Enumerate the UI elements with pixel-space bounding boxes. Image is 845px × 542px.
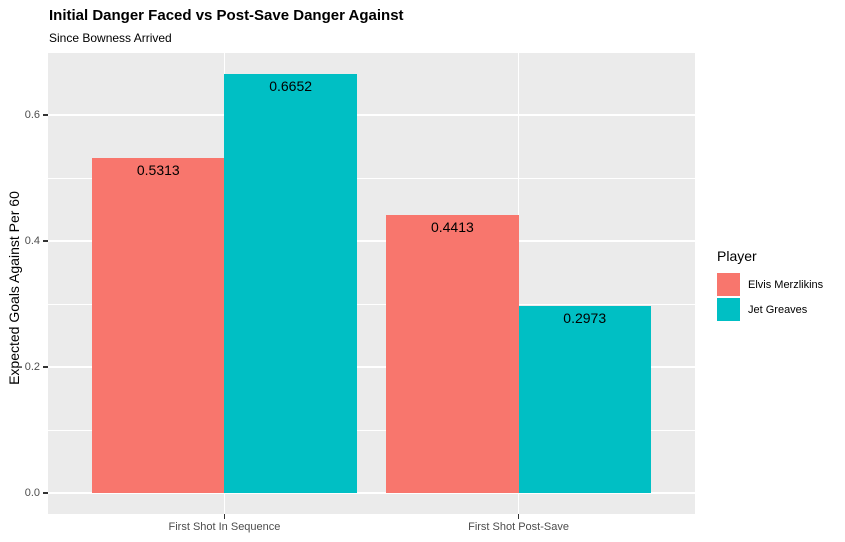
gridline-major [48,240,695,242]
bar-elvis-merzlikins-first-shot-post-save [386,215,519,493]
legend-item-jet-greaves: Jet Greaves [717,298,823,321]
gridline-minor [48,303,695,305]
chart-subtitle: Since Bowness Arrived [49,31,172,45]
gridline-major [48,114,695,116]
legend-item-elvis-merzlikins: Elvis Merzlikins [717,273,823,296]
legend-swatch-elvis-merzlikins [717,273,740,296]
legend-label-elvis-merzlikins: Elvis Merzlikins [748,278,824,291]
bar-value-label: 0.5313 [136,162,180,179]
x-tick-mark [517,514,520,519]
x-category-label-first-shot-in-sequence: First Shot In Sequence [168,521,281,533]
plot-panel: 0.5313 0.4413 0.6652 0.2973 [48,53,695,514]
y-tick-mark [43,114,48,116]
gridline-major-x [517,53,520,514]
legend-title: Player [717,248,757,264]
legend-label-jet-greaves: Jet Greaves [748,303,808,316]
y-tick-mark [43,492,48,494]
gridline-minor [48,177,695,179]
bar-value-label: 0.4413 [430,219,474,236]
bar-elvis-merzlikins-first-shot-in-sequence [92,158,225,494]
bar-value-label: 0.6652 [269,77,313,94]
y-tick-mark [43,240,48,242]
y-axis-title: Expected Goals Against Per 60 [6,191,22,385]
y-tick-label: 0.4 [24,234,40,247]
y-tick-mark [43,366,48,368]
chart-title: Initial Danger Faced vs Post-Save Danger… [49,7,404,24]
x-category-label-first-shot-post-save: First Shot Post-Save [468,521,569,533]
gridline-major [48,366,695,368]
bar-value-label: 0.2973 [563,309,607,326]
y-tick-label: 0.0 [24,486,40,499]
y-tick-label: 0.2 [24,360,40,373]
x-tick-mark [223,514,226,519]
y-tick-label: 0.6 [24,108,40,121]
legend: Player Elvis Merzlikins Jet Greaves [717,248,823,323]
bar-jet-greaves-first-shot-in-sequence [224,73,357,493]
legend-swatch-jet-greaves [717,298,740,321]
bar-jet-greaves-first-shot-post-save [518,305,651,494]
gridline-major [48,492,695,494]
gridline-minor [48,429,695,431]
